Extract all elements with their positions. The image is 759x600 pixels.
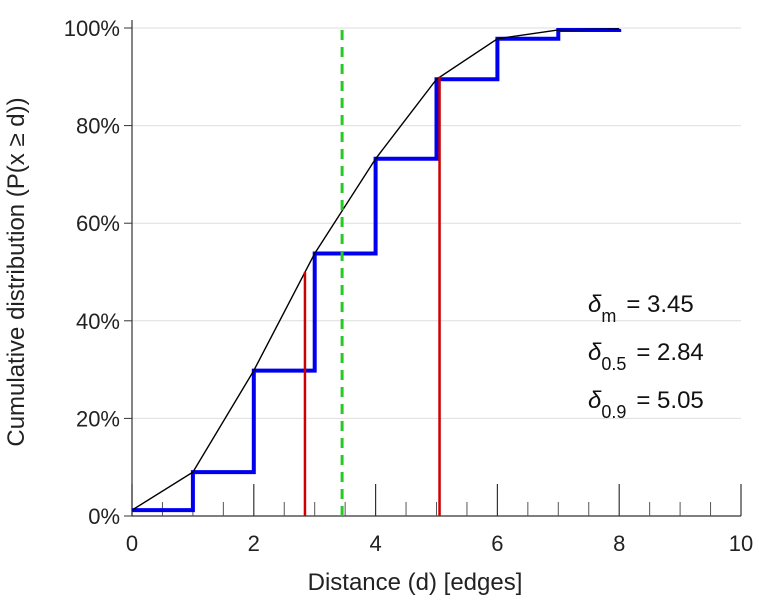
x-tick-label: 8	[613, 531, 625, 556]
y-tick-label: 60%	[76, 211, 120, 236]
delta-annotation: δm = 3.45	[588, 291, 694, 326]
text-layer: Distance (d) [edges] Cumulative distribu…	[3, 16, 753, 596]
delta-annotation: δ0.5 = 2.84	[588, 339, 704, 374]
series-layer	[131, 27, 622, 516]
y-tick-label: 40%	[76, 309, 120, 334]
cdf-step-line	[132, 27, 622, 513]
x-tick-label: 0	[126, 531, 138, 556]
grid-layer	[132, 27, 741, 419]
delta-annotation: δ0.9 = 5.05	[588, 387, 704, 422]
axes-layer	[124, 20, 742, 517]
x-tick-label: 6	[491, 531, 503, 556]
y-tick-label: 20%	[76, 406, 120, 431]
y-axis-label: Cumulative distribution (P(x ≥ d))	[3, 97, 30, 446]
x-tick-label: 2	[248, 531, 260, 556]
y-tick-label: 0%	[88, 504, 120, 529]
x-tick-label: 4	[369, 531, 381, 556]
y-tick-label: 80%	[76, 114, 120, 139]
y-tick-label: 100%	[64, 16, 120, 41]
cdf-interpolated-line	[131, 28, 620, 511]
x-axis-label: Distance (d) [edges]	[308, 569, 523, 596]
x-tick-label: 10	[729, 531, 753, 556]
